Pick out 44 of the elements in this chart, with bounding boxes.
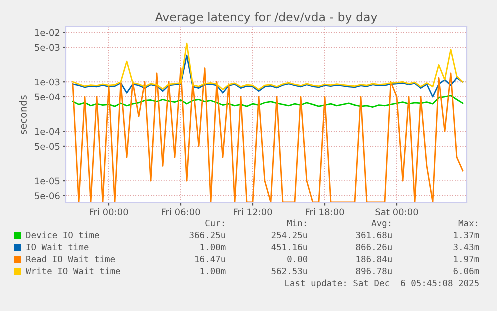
y-tick-label: 5e-03 xyxy=(35,44,60,52)
text: 451.16u xyxy=(272,244,308,251)
text: 361.68u xyxy=(356,232,392,239)
y-tick-label: 1e-02 xyxy=(35,29,60,36)
text: 866.26u xyxy=(356,244,392,251)
y-tick-label: 5e-06 xyxy=(35,192,60,200)
legend-label: Write IO Wait time xyxy=(26,268,120,275)
x-tick-label: Fri 06:00 xyxy=(162,208,200,216)
text: 366.25u xyxy=(190,232,226,239)
x-tick-label: Fri 18:00 xyxy=(306,208,344,216)
text: 16.47u xyxy=(196,256,226,263)
text: Min: xyxy=(287,220,306,226)
x-tick-label: Fri 00:00 xyxy=(90,208,128,216)
text: 186.84u xyxy=(356,256,392,263)
text: Cur: xyxy=(206,220,224,227)
line-series xyxy=(72,54,464,98)
legend-label: Read IO Wait time xyxy=(26,256,116,263)
text: 1.97m xyxy=(454,256,480,263)
y-tick-label: 5e-04 xyxy=(35,94,60,101)
x-tick-label: Sat 00:00 xyxy=(376,208,418,216)
legend-label: Device IO time xyxy=(26,232,100,239)
text: 3.43m xyxy=(454,244,480,251)
text: Max: xyxy=(458,220,478,227)
y-tick-label: 5e-05 xyxy=(35,143,60,150)
y-tick-label: 1e-03 xyxy=(35,78,60,86)
text: 562.53u xyxy=(272,268,308,275)
text: 896.78u xyxy=(356,268,392,275)
chart-title: Average latency for /dev/vda - by day xyxy=(155,12,378,24)
text: 1.37m xyxy=(454,232,480,239)
y-axis-title: seconds xyxy=(19,96,27,134)
text: Avg: xyxy=(372,220,391,228)
text: 0.00 xyxy=(288,256,308,263)
line-series xyxy=(72,42,464,90)
line-series xyxy=(72,95,464,108)
y-tick-label: 1e-05 xyxy=(35,178,60,185)
text: 1.00m xyxy=(200,268,226,275)
text: 254.25u xyxy=(272,232,308,239)
line-series xyxy=(72,68,464,203)
text: 6.06m xyxy=(454,268,480,275)
text: Last update: Sat Dec 6 05:45:08 2025 xyxy=(286,280,479,288)
legend-label: IO Wait time xyxy=(26,244,89,251)
x-tick-label: Fri 12:00 xyxy=(234,208,272,216)
y-tick-label: 1e-04 xyxy=(35,128,60,136)
text: 1.00m xyxy=(200,244,226,251)
